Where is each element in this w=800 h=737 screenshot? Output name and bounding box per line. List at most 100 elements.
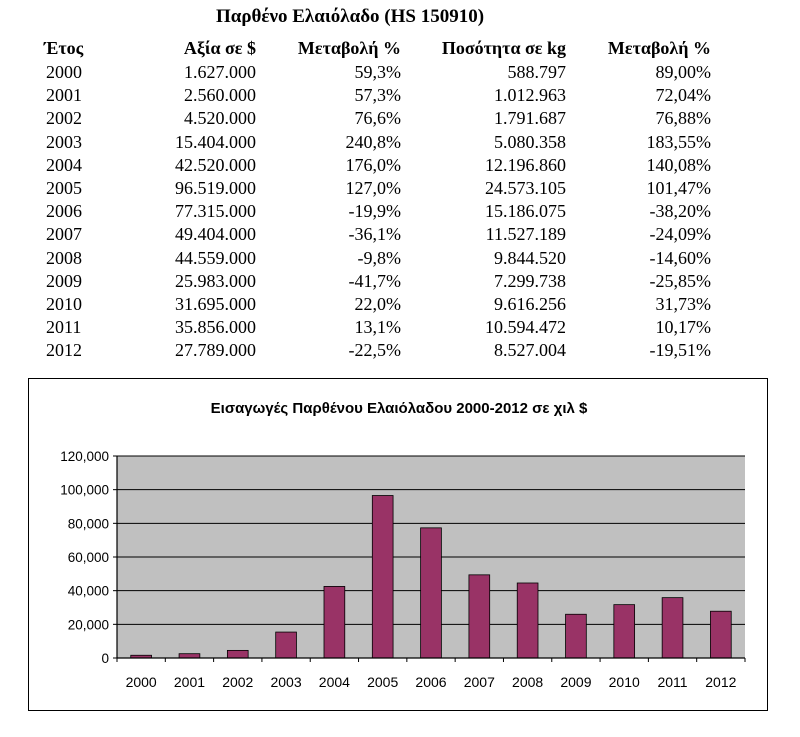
bar-2001 — [178, 653, 201, 659]
x-tick-label: 2006 — [415, 674, 446, 690]
row-value-change: 57,3% — [354, 85, 402, 106]
table-row: 2001 2.560.000 57,3% 1.012.963 72,04% — [36, 84, 711, 107]
row-value-change: -22,5% — [348, 340, 402, 361]
row-quantity: 11.527.189 — [485, 224, 566, 245]
row-quantity-change: 140,08% — [646, 154, 712, 175]
row-quantity: 24.573.105 — [485, 178, 566, 199]
row-quantity: 12.196.860 — [485, 154, 566, 175]
row-value-change: -36,1% — [348, 224, 402, 245]
row-value-change: 127,0% — [345, 178, 402, 199]
bar-2007 — [468, 574, 491, 659]
row-value: 42.520.000 — [175, 154, 256, 175]
row-quantity: 10.594.472 — [485, 317, 566, 338]
row-value: 31.695.000 — [175, 294, 256, 315]
y-tick-label: 60,000 — [68, 550, 109, 565]
y-tick-label: 20,000 — [68, 617, 109, 632]
x-tick-label: 2003 — [270, 674, 301, 690]
y-tick-label: 0 — [101, 651, 109, 666]
table-row: 2004 42.520.000 176,0% 12.196.860 140,08% — [36, 154, 711, 177]
row-value-change: 59,3% — [354, 62, 402, 82]
table-row: 2000 1.627.000 59,3% 588.797 89,00% — [36, 61, 711, 84]
row-year: 2012 — [46, 340, 82, 361]
row-value-change: -19,9% — [348, 201, 402, 222]
row-quantity: 9.844.520 — [494, 247, 566, 268]
table-row: 2010 31.695.000 22,0% 9.616.256 31,73% — [36, 293, 711, 316]
row-quantity: 1.012.963 — [494, 85, 566, 106]
row-quantity-change: -24,09% — [649, 224, 712, 245]
row-quantity-change: 183,55% — [646, 131, 712, 152]
row-year: 2011 — [46, 317, 82, 338]
row-value: 77.315.000 — [175, 201, 256, 222]
data-table: Έτος Αξία σε $ Μεταβολή % Ποσότητα σε kg… — [36, 36, 711, 363]
header-value: Αξία σε $ — [183, 38, 256, 58]
row-quantity: 1.791.687 — [494, 108, 566, 129]
row-value: 4.520.000 — [184, 108, 256, 129]
table-header-row: Έτος Αξία σε $ Μεταβολή % Ποσότητα σε kg… — [36, 36, 711, 61]
row-quantity: 7.299.738 — [494, 270, 566, 291]
row-quantity-change: -38,20% — [649, 201, 712, 222]
x-tick-label: 2002 — [222, 674, 253, 690]
table-row: 2006 77.315.000 -19,9% 15.186.075 -38,20% — [36, 200, 711, 223]
row-quantity-change: 76,88% — [655, 108, 712, 129]
table-row: 2002 4.520.000 76,6% 1.791.687 76,88% — [36, 107, 711, 130]
header-value-change: Μεταβολή % — [297, 38, 401, 58]
row-value: 44.559.000 — [175, 247, 256, 268]
row-value-change: 176,0% — [345, 154, 402, 175]
header-quantity: Ποσότητα σε kg — [441, 38, 566, 58]
row-value-change: -9,8% — [357, 247, 402, 268]
row-value: 35.856.000 — [175, 317, 256, 338]
y-tick-label: 80,000 — [68, 516, 109, 531]
row-value-change: 240,8% — [345, 131, 402, 152]
y-tick-label: 100,000 — [60, 483, 109, 498]
row-value: 25.983.000 — [175, 270, 256, 291]
bar-2009 — [565, 613, 587, 659]
header-quantity-change: Μεταβολή % — [607, 38, 711, 58]
header-year: Έτος — [44, 38, 84, 58]
x-tick-label: 2009 — [560, 674, 591, 690]
bar-chart: Εισαγωγές Παρθένου Ελαιόλαδου 2000-2012 … — [60, 400, 746, 690]
bar-2011 — [661, 597, 684, 659]
row-value: 27.789.000 — [175, 340, 256, 361]
bar-2008 — [516, 582, 539, 659]
row-quantity-change: -25,85% — [649, 270, 712, 291]
row-quantity-change: -14,60% — [649, 247, 712, 268]
row-year: 2006 — [46, 201, 82, 222]
x-tick-label: 2007 — [464, 674, 495, 690]
bar-2012 — [710, 610, 732, 659]
row-year: 2009 — [46, 270, 82, 291]
x-tick-label: 2008 — [512, 674, 543, 690]
bar-2004 — [323, 586, 346, 659]
bar-2003 — [275, 631, 297, 659]
row-value-change: -41,7% — [348, 270, 402, 291]
row-year: 2008 — [46, 247, 82, 268]
row-value-change: 22,0% — [354, 294, 402, 315]
x-tick-label: 2000 — [126, 674, 157, 690]
chart-container: Εισαγωγές Παρθένου Ελαιόλαδου 2000-2012 … — [28, 378, 768, 711]
row-value-change: 76,6% — [354, 108, 402, 129]
table-row: 2011 35.856.000 13,1% 10.594.472 10,17% — [36, 316, 711, 339]
row-value: 15.404.000 — [175, 131, 256, 152]
table-title: Παρθένο Ελαιόλαδο (HS 150910) — [215, 6, 485, 27]
row-year: 2002 — [46, 108, 82, 129]
row-quantity: 9.616.256 — [494, 294, 566, 315]
y-tick-label: 40,000 — [68, 584, 109, 599]
row-quantity-change: 72,04% — [655, 85, 712, 106]
table-row: 2003 15.404.000 240,8% 5.080.358 183,55% — [36, 131, 711, 154]
row-year: 2005 — [46, 178, 82, 199]
row-quantity-change: 10,17% — [655, 317, 712, 338]
row-quantity: 5.080.358 — [494, 131, 566, 152]
row-year: 2003 — [46, 131, 82, 152]
row-quantity-change: 89,00% — [655, 62, 712, 82]
row-quantity: 15.186.075 — [485, 201, 566, 222]
bar-2010 — [613, 604, 636, 659]
table-row: 2008 44.559.000 -9,8% 9.844.520 -14,60% — [36, 247, 711, 270]
table-row: 2009 25.983.000 -41,7% 7.299.738 -25,85% — [36, 270, 711, 293]
x-tick-label: 2005 — [367, 674, 398, 690]
bar-2006 — [420, 527, 442, 659]
table-row: 2007 49.404.000 -36,1% 11.527.189 -24,09% — [36, 223, 711, 246]
chart-title: Εισαγωγές Παρθένου Ελαιόλαδου 2000-2012 … — [211, 400, 588, 417]
row-quantity-change: 101,47% — [646, 178, 712, 199]
x-tick-label: 2012 — [705, 674, 736, 690]
row-year: 2004 — [46, 154, 82, 175]
table-row: 2005 96.519.000 127,0% 24.573.105 101,47% — [36, 177, 711, 200]
